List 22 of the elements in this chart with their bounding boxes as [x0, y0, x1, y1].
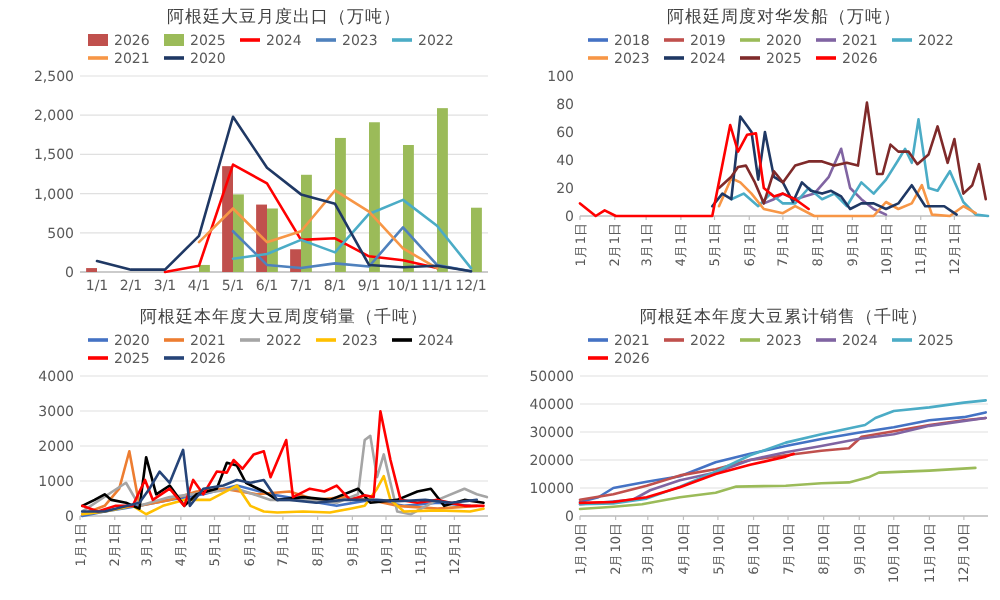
line-series	[95, 115, 473, 273]
line-series	[163, 163, 439, 274]
bar	[199, 264, 210, 272]
line-series	[717, 101, 988, 205]
line-series	[197, 189, 439, 270]
line-series	[80, 410, 485, 513]
line-series	[730, 118, 990, 218]
bar	[471, 207, 482, 272]
line-series	[717, 176, 977, 218]
line-series	[578, 452, 796, 505]
line-series	[710, 115, 958, 216]
line-series	[80, 474, 485, 516]
chart-title: 阿根廷本年度大豆周度销量（千吨）	[140, 306, 428, 328]
chart-title: 阿根廷大豆月度出口（万吨）	[167, 6, 401, 28]
chart-title: 阿根廷周度对华发船（万吨）	[667, 6, 901, 28]
chart-title: 阿根廷本年度大豆累计销售（千吨）	[640, 306, 928, 328]
line-series	[231, 198, 473, 270]
line-series	[80, 434, 489, 516]
line-series	[578, 466, 977, 511]
bar	[437, 108, 448, 272]
line-series	[762, 147, 888, 216]
line-series	[578, 123, 810, 218]
